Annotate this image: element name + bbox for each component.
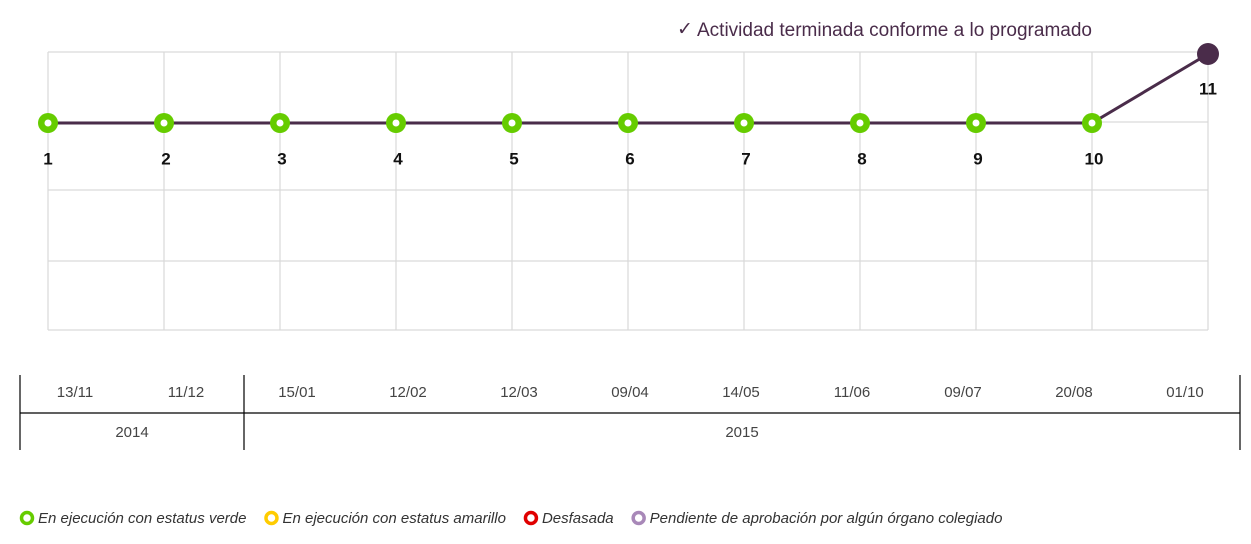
date-label: 11/12 bbox=[168, 384, 204, 401]
year-label: 2014 bbox=[115, 424, 148, 441]
point-label: 8 bbox=[857, 149, 866, 168]
year-label: 2015 bbox=[725, 424, 758, 441]
point-center bbox=[44, 119, 52, 127]
legend-swatch bbox=[631, 510, 646, 526]
legend-label: En ejecución con estatus verde bbox=[38, 510, 246, 527]
point-center bbox=[972, 119, 980, 127]
legend-label: Pendiente de aprobación por algún órgano… bbox=[650, 510, 1003, 527]
legend-label: En ejecución con estatus amarillo bbox=[282, 510, 505, 527]
date-label: 15/01 bbox=[278, 384, 316, 401]
point-label: 2 bbox=[161, 149, 170, 168]
point-label: 9 bbox=[973, 149, 982, 168]
date-label: 13/11 bbox=[57, 384, 93, 401]
point-center bbox=[392, 119, 400, 127]
legend-swatch bbox=[264, 510, 279, 526]
point-label: 1 bbox=[43, 149, 52, 168]
point-label: 3 bbox=[277, 149, 286, 168]
point-center bbox=[508, 119, 516, 127]
point-label: 7 bbox=[741, 149, 750, 168]
point-label: 5 bbox=[509, 149, 518, 168]
legend-swatch bbox=[19, 510, 35, 526]
check-icon: ✓ bbox=[677, 19, 693, 40]
date-label: 20/08 bbox=[1055, 384, 1093, 401]
legend-swatch bbox=[523, 510, 539, 526]
completed-point bbox=[1197, 43, 1219, 65]
date-label: 01/10 bbox=[1166, 384, 1204, 401]
point-center bbox=[1088, 119, 1096, 127]
point-label: 11 bbox=[1199, 79, 1217, 98]
point-label: 6 bbox=[625, 149, 634, 168]
point-center bbox=[624, 119, 632, 127]
legend-label: Desfasada bbox=[542, 510, 614, 527]
date-label: 11/06 bbox=[834, 384, 870, 401]
annotation: Actividad terminada conforme a lo progra… bbox=[697, 20, 1092, 41]
point-center bbox=[160, 119, 168, 127]
date-label: 14/05 bbox=[722, 384, 760, 401]
date-label: 12/03 bbox=[500, 384, 538, 401]
point-label: 10 bbox=[1085, 149, 1104, 168]
point-center bbox=[276, 119, 284, 127]
point-label: 4 bbox=[393, 149, 403, 168]
date-label: 09/04 bbox=[611, 384, 649, 401]
date-label: 09/07 bbox=[944, 384, 982, 401]
point-center bbox=[856, 119, 864, 127]
date-label: 12/02 bbox=[389, 384, 427, 401]
point-center bbox=[740, 119, 748, 127]
